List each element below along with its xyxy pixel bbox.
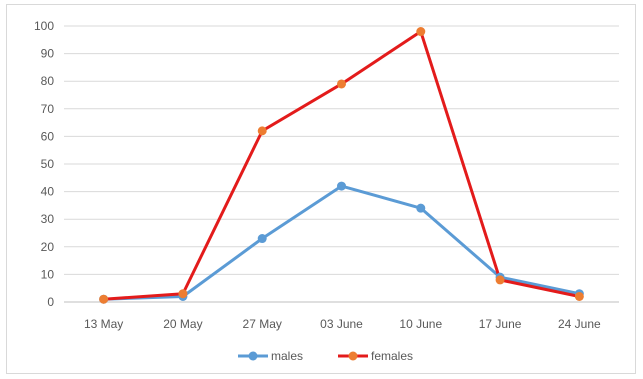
x-tick-label: 17 June xyxy=(479,317,522,331)
y-tick-label: 40 xyxy=(41,185,55,199)
data-point-females xyxy=(99,294,109,304)
y-axis-ticks: 0 10 20 30 40 50 60 70 80 90 100 xyxy=(34,19,54,309)
chart-frame xyxy=(6,4,636,374)
y-tick-label: 50 xyxy=(41,157,55,171)
y-tick-label: 60 xyxy=(41,129,55,143)
x-tick-label: 20 May xyxy=(163,317,202,331)
x-tick-label: 24 June xyxy=(558,317,601,331)
legend: males females xyxy=(238,349,413,363)
legend-marker-females xyxy=(348,351,358,361)
x-tick-label: 27 May xyxy=(243,317,282,331)
y-tick-label: 10 xyxy=(41,267,55,281)
y-tick-label: 70 xyxy=(41,102,55,116)
x-tick-label: 13 May xyxy=(84,317,123,331)
data-point-females xyxy=(495,275,505,285)
data-point-females xyxy=(337,79,346,89)
series-lines xyxy=(99,27,584,304)
legend-label-females: females xyxy=(371,349,413,363)
data-point-females xyxy=(257,126,267,136)
x-tick-label: 10 June xyxy=(399,317,442,331)
data-point-females xyxy=(574,291,584,301)
legend-marker-males xyxy=(248,351,258,361)
data-point-males xyxy=(416,203,426,213)
y-tick-label: 0 xyxy=(47,295,54,309)
x-axis-ticks: 13 May 20 May 27 May 03 June 10 June 17 June 2… xyxy=(84,317,601,331)
data-point-females xyxy=(416,27,426,37)
data-point-females xyxy=(178,289,188,299)
legend-label-males: males xyxy=(271,349,303,363)
data-point-males xyxy=(257,234,267,244)
y-tick-label: 100 xyxy=(34,19,54,33)
y-tick-label: 30 xyxy=(41,212,55,226)
gridlines xyxy=(64,25,619,303)
x-tick-label: 03 June xyxy=(320,317,363,331)
series-line-females xyxy=(103,30,580,301)
y-tick-label: 20 xyxy=(41,240,55,254)
y-tick-label: 90 xyxy=(41,47,55,61)
data-point-males xyxy=(337,181,346,191)
y-tick-label: 80 xyxy=(41,74,55,88)
